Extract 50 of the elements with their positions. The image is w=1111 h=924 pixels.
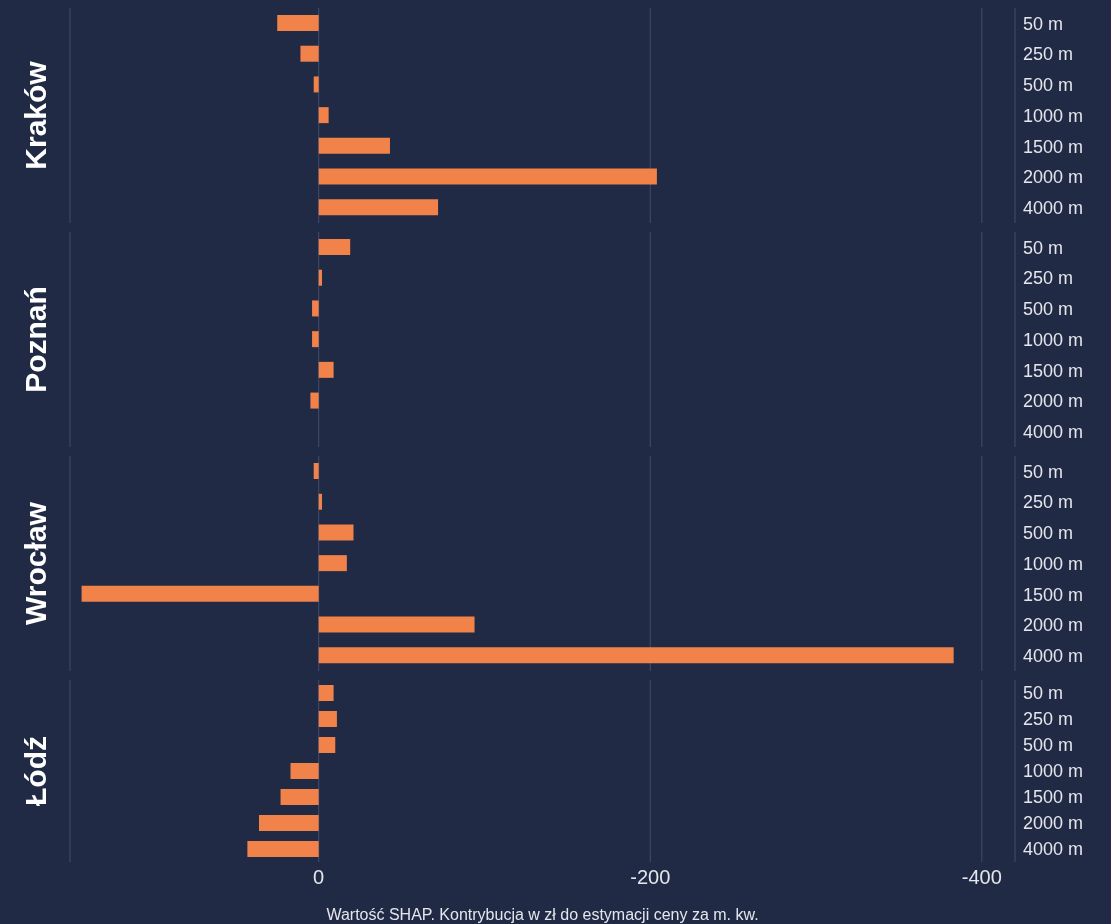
y-tick-label: 4000 m	[1023, 422, 1084, 443]
y-tick-label: 1000 m	[1023, 761, 1084, 782]
bar	[318, 137, 390, 154]
y-tick-label: 2000 m	[1023, 813, 1084, 834]
x-axis-title: Wartość SHAP. Kontrybucja w zł do estymacji ceny za m. kw.	[326, 906, 759, 923]
bar	[259, 815, 319, 831]
y-tick-label: 2000 m	[1023, 615, 1084, 636]
y-tick-label: 1500 m	[1023, 360, 1084, 381]
y-axis-title: Wrocław	[18, 501, 52, 625]
y-axis-title: Kraków	[18, 60, 52, 170]
x-tick-label: -200	[630, 866, 671, 889]
y-tick-label: 1000 m	[1023, 329, 1084, 350]
bar	[280, 789, 319, 805]
y-tick-label: 50 m	[1023, 461, 1064, 482]
bar	[318, 168, 657, 185]
bar	[318, 685, 334, 701]
y-tick-label: 1500 m	[1023, 787, 1084, 808]
bar	[318, 737, 336, 753]
bar	[300, 45, 319, 62]
y-tick-label: 2000 m	[1023, 391, 1084, 412]
bar	[318, 711, 337, 727]
x-tick-label: -400	[961, 866, 1002, 889]
y-tick-label: 2000 m	[1023, 167, 1084, 188]
y-tick-label: 1000 m	[1023, 553, 1084, 574]
y-tick-label: 500 m	[1023, 75, 1074, 96]
y-tick-label: 1500 m	[1023, 584, 1084, 605]
y-tick-label: 500 m	[1023, 735, 1074, 756]
bar	[290, 763, 319, 779]
y-axis-title: Poznań	[18, 286, 52, 393]
y-tick-label: 50 m	[1023, 683, 1064, 704]
bar	[277, 15, 319, 31]
y-tick-label: 4000 m	[1023, 646, 1084, 667]
y-tick-label: 50 m	[1023, 13, 1064, 34]
y-tick-label: 250 m	[1023, 268, 1074, 289]
bar	[318, 107, 329, 124]
y-tick-label: 1000 m	[1023, 105, 1084, 126]
y-tick-label: 500 m	[1023, 299, 1074, 320]
x-tick-label: 0	[313, 866, 325, 889]
y-tick-label: 250 m	[1023, 492, 1074, 513]
y-tick-label: 500 m	[1023, 523, 1074, 544]
bar	[313, 76, 319, 93]
bar	[247, 841, 319, 857]
bar	[318, 199, 439, 216]
y-tick-label: 250 m	[1023, 44, 1074, 65]
y-tick-label: 4000 m	[1023, 839, 1084, 860]
y-axis-title: Łódź	[18, 736, 52, 806]
y-tick-label: 250 m	[1023, 709, 1074, 730]
y-tick-label: 4000 m	[1023, 198, 1084, 219]
y-tick-label: 50 m	[1023, 237, 1064, 258]
y-tick-label: 1500 m	[1023, 136, 1084, 157]
